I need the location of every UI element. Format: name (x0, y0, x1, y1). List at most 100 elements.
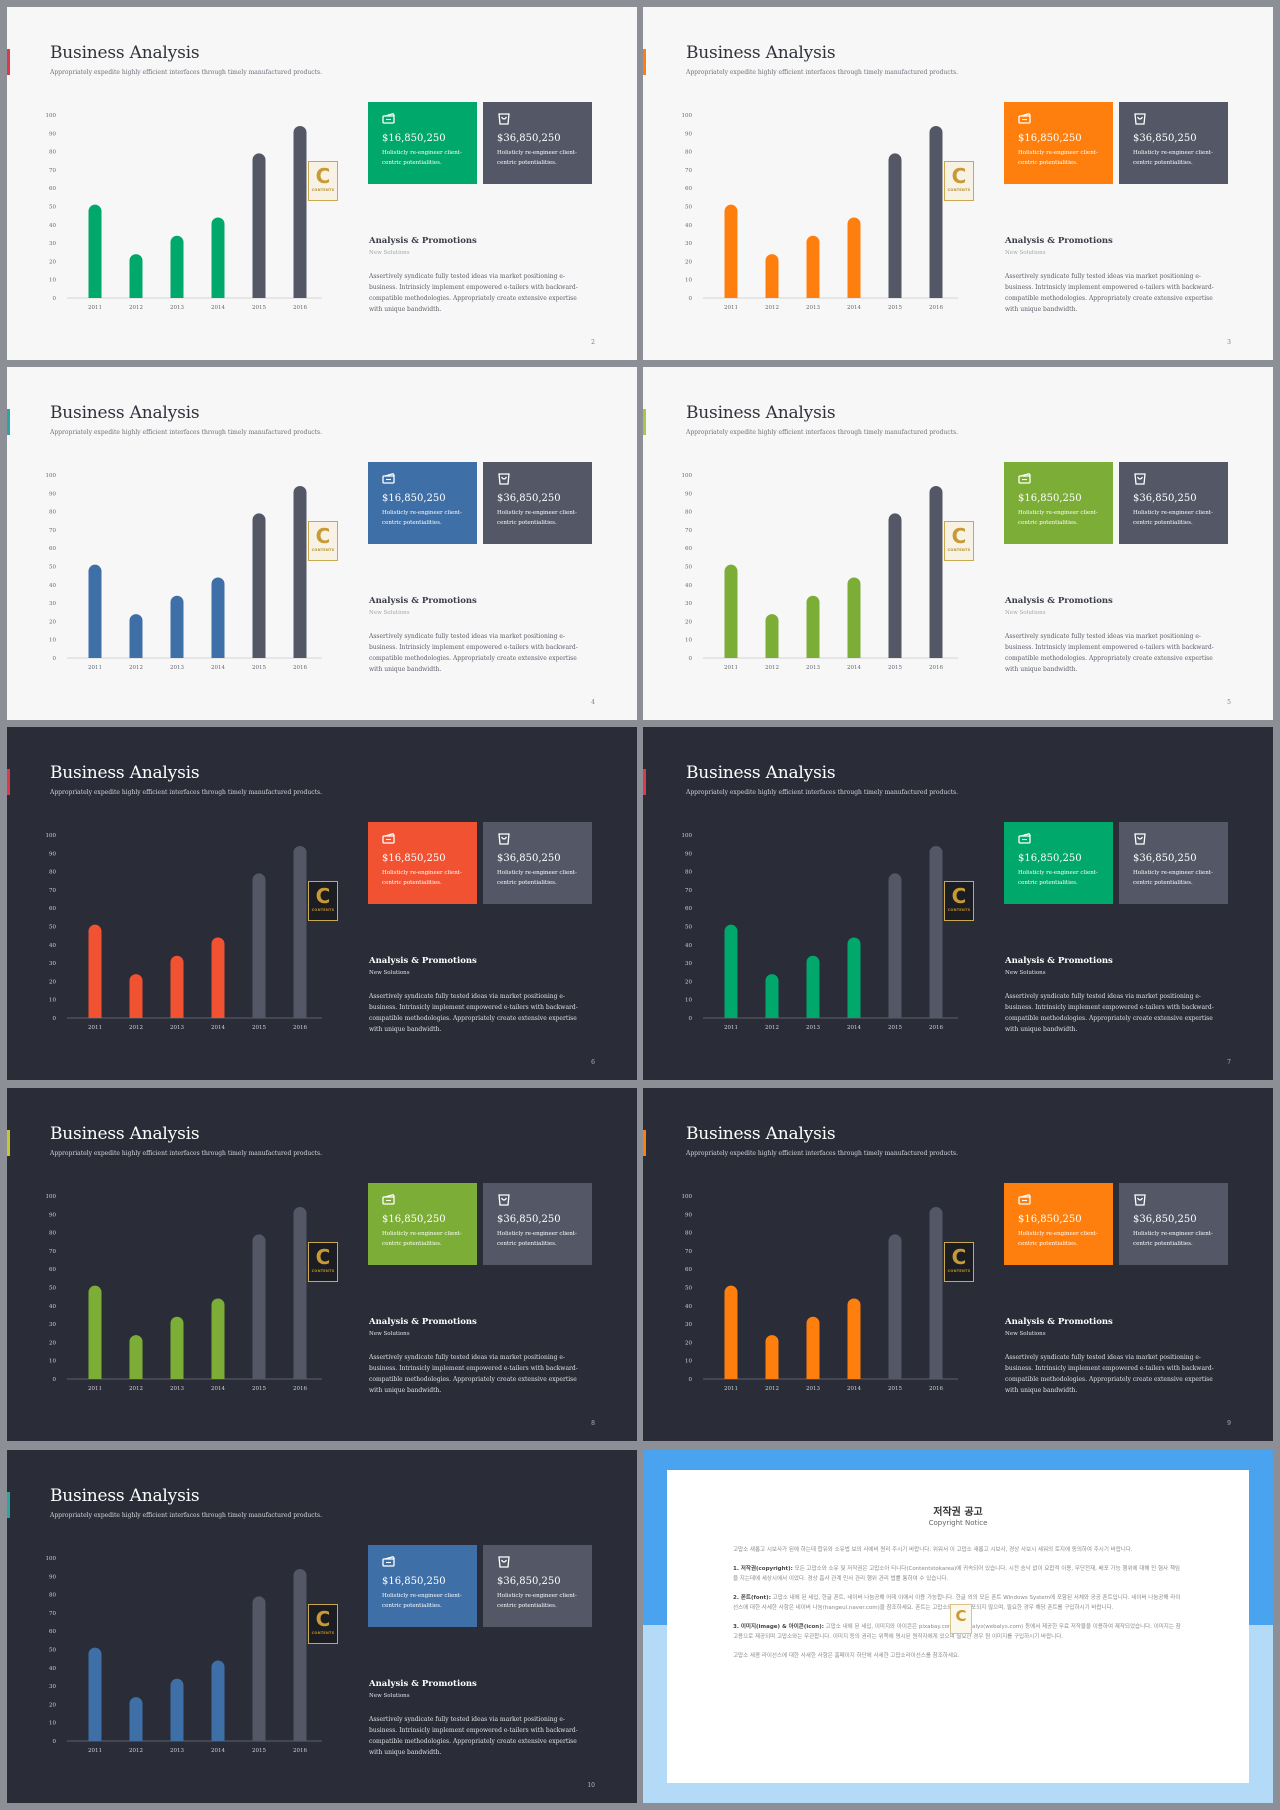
section-title: Analysis & Promotions (1005, 956, 1113, 966)
shopping-bag-icon (498, 1556, 510, 1568)
bar-base-2016 (929, 645, 943, 658)
bar-2016 (293, 845, 307, 1018)
card-desc-line2: centric potentialities. (1018, 520, 1078, 526)
y-tick-label: 100 (46, 833, 57, 839)
bar-chart: 0 10 20 30 40 50 60 70 80 90 100 2011 2012 2013 2014 20… (46, 833, 322, 1031)
x-tick-label: 2011 (88, 665, 102, 671)
page-number: 2 (591, 339, 595, 346)
y-tick-label: 20 (49, 259, 56, 265)
x-tick-label: 2012 (129, 1025, 143, 1031)
x-tick-label: 2013 (806, 665, 820, 671)
y-tick-label: 90 (49, 851, 56, 857)
section-subtitle: New Solutions (1005, 250, 1046, 256)
bar-2014 (211, 937, 225, 1018)
section-title: Analysis & Promotions (369, 236, 477, 246)
section-body: Assertively syndicate fully tested ideas… (369, 273, 578, 313)
bar-base-2011 (724, 645, 738, 658)
y-tick-label: 40 (49, 1666, 56, 1672)
y-tick-label: 10 (49, 278, 56, 284)
x-tick-label: 2012 (765, 1025, 779, 1031)
bar-base-2012 (765, 285, 779, 298)
y-tick-label: 80 (49, 150, 56, 156)
card-desc-line1: Holisticly re-engineer client- (382, 510, 462, 516)
x-tick-label: 2011 (724, 1386, 738, 1392)
page-number: 10 (587, 1782, 595, 1789)
card-amount: $36,850,250 (1133, 493, 1197, 504)
stat-card-secondary: $36,850,250 Holisticly re-engineer client… (483, 462, 592, 544)
ticket-icon (1018, 1194, 1032, 1205)
bar-base-2016 (929, 1366, 943, 1379)
bar-base-2015 (888, 285, 902, 298)
slide-title: Business Analysis (686, 1124, 836, 1144)
logo-letter: C (315, 524, 331, 548)
bar-base-2014 (847, 1005, 861, 1018)
card-amount: $16,850,250 (382, 1576, 446, 1587)
y-tick-label: 100 (46, 473, 57, 479)
card-amount: $36,850,250 (1133, 133, 1197, 144)
bar-2013 (806, 1316, 820, 1379)
y-tick-label: 0 (53, 296, 57, 302)
x-tick-label: 2013 (170, 665, 184, 671)
ticket-icon (382, 1194, 396, 1205)
y-tick-label: 80 (49, 1593, 56, 1599)
x-tick-label: 2016 (293, 1748, 307, 1754)
contents-logo: C CONTENTS (944, 881, 974, 921)
y-tick-label: 40 (685, 223, 692, 229)
section-title: Analysis & Promotions (1005, 596, 1113, 606)
card-amount: $16,850,250 (382, 1214, 446, 1225)
slide-title: Business Analysis (686, 43, 836, 63)
bar-2013 (806, 955, 820, 1018)
y-tick-label: 90 (685, 851, 692, 857)
contents-logo: C CONTENTS (308, 1604, 338, 1644)
slide-title: Business Analysis (686, 403, 836, 423)
contents-logo: C CONTENTS (944, 1242, 974, 1282)
bar-base-2012 (129, 1005, 143, 1018)
y-tick-label: 0 (53, 1016, 57, 1022)
y-tick-label: 30 (49, 961, 56, 967)
y-tick-label: 40 (685, 1304, 692, 1310)
accent-tab (643, 409, 646, 435)
stat-card-secondary: $36,850,250 Holisticly re-engineer client… (1119, 1183, 1228, 1265)
x-tick-label: 2016 (929, 665, 943, 671)
card-desc-line1: Holisticly re-engineer client- (497, 870, 577, 876)
shopping-bag-icon (1134, 113, 1146, 125)
y-tick-label: 70 (685, 168, 692, 174)
logo-letter: C (951, 884, 967, 908)
x-tick-label: 2015 (252, 1025, 266, 1031)
slide-10: Business Analysis Appropriately expedite … (7, 1450, 637, 1803)
copyright-logo-watermark: C (950, 1604, 972, 1634)
card-desc-line1: Holisticly re-engineer client- (497, 150, 577, 156)
bar-2011 (88, 924, 102, 1018)
bar-base-2016 (293, 645, 307, 658)
y-tick-label: 80 (685, 150, 692, 156)
section-title: Analysis & Promotions (1005, 236, 1113, 246)
stat-card-primary: $16,850,250 Holisticly re-engineer client… (1004, 102, 1113, 184)
y-tick-label: 60 (685, 546, 692, 552)
bar-chart: 0 10 20 30 40 50 60 70 80 90 100 2011 2012 2013 2014 20… (682, 1194, 958, 1392)
copyright-slide: 저작권 공고 Copyright Notice 고맙소 새롭고 시보사가 된에 … (643, 1450, 1273, 1803)
card-desc-line1: Holisticly re-engineer client- (1133, 150, 1213, 156)
card-amount: $16,850,250 (1018, 853, 1082, 864)
y-tick-label: 60 (685, 906, 692, 912)
y-tick-label: 50 (685, 205, 692, 211)
card-desc-line2: centric potentialities. (382, 880, 442, 886)
y-tick-label: 10 (49, 1721, 56, 1727)
y-tick-label: 20 (49, 1702, 56, 1708)
y-tick-label: 60 (49, 1267, 56, 1273)
bar-base-2015 (888, 1005, 902, 1018)
section-body: Assertively syndicate fully tested ideas… (1005, 993, 1214, 1033)
card-amount: $36,850,250 (497, 133, 561, 144)
bar-base-2014 (211, 1728, 225, 1741)
bar-2013 (170, 595, 184, 658)
bar-2015 (252, 1234, 266, 1379)
y-tick-label: 100 (46, 1556, 57, 1562)
contents-logo: C CONTENTS (308, 1242, 338, 1282)
y-tick-label: 50 (49, 925, 56, 931)
contents-logo: C CONTENTS (308, 161, 338, 201)
ticket-icon (1018, 833, 1032, 844)
section-subtitle: New Solutions (369, 1693, 410, 1699)
copyright-paragraph-lead: 1. 저작권(copyright): (733, 1566, 793, 1572)
copyright-paragraph-text: 고맙소 내에 된 세입, 이미지와 아이콘은 pixabay.com와 Weba… (733, 1624, 1181, 1640)
x-tick-label: 2015 (888, 665, 902, 671)
stat-card-primary: $16,850,250 Holisticly re-engineer client… (368, 102, 477, 184)
